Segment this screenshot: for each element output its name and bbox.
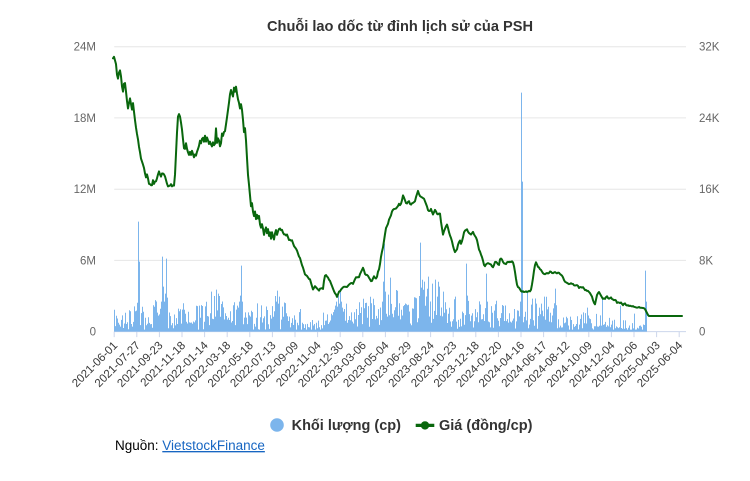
- svg-text:0: 0: [90, 327, 96, 339]
- svg-text:24M: 24M: [74, 42, 96, 54]
- svg-text:6M: 6M: [80, 255, 96, 267]
- svg-text:24K: 24K: [699, 113, 720, 125]
- svg-text:32K: 32K: [699, 42, 720, 54]
- svg-text:18M: 18M: [74, 113, 96, 125]
- svg-text:16K: 16K: [699, 184, 720, 196]
- svg-text:Nguồn: VietstockFinance: Nguồn: VietstockFinance: [115, 438, 265, 453]
- svg-text:8K: 8K: [699, 255, 713, 267]
- svg-text:Chuỗi lao dốc từ đỉnh lịch sử: Chuỗi lao dốc từ đỉnh lịch sử của PSH: [267, 18, 533, 35]
- svg-text:0: 0: [699, 327, 705, 339]
- svg-text:12M: 12M: [74, 184, 96, 196]
- svg-text:Khối lượng (cp): Khối lượng (cp): [292, 418, 402, 434]
- svg-text:Giá (đồng/cp): Giá (đồng/cp): [439, 418, 533, 434]
